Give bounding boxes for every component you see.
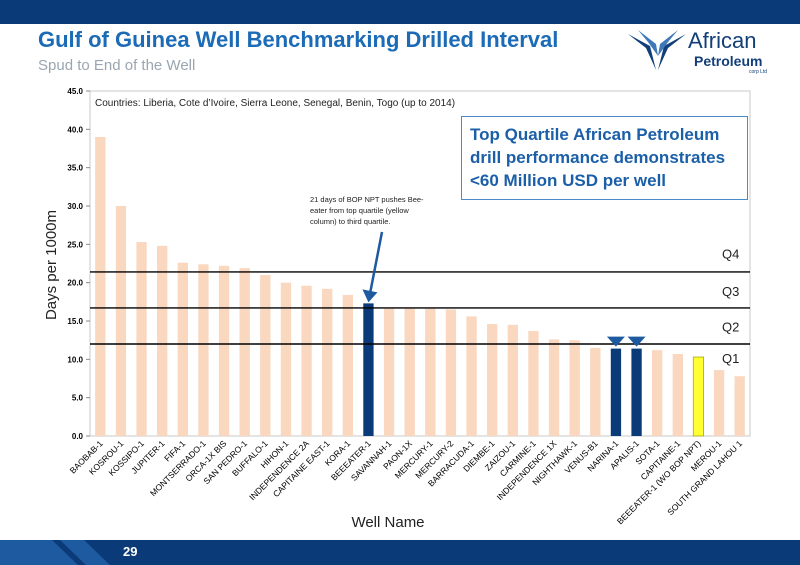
annotation-line-2: eater from top quartile (yellow bbox=[310, 206, 409, 215]
y-tick-label: 35.0 bbox=[67, 164, 83, 173]
bar-merou-1 bbox=[713, 370, 725, 436]
page-number: 29 bbox=[123, 544, 138, 559]
bar-capitaine-east-1 bbox=[322, 288, 333, 436]
quartile-label-q1: Q1 bbox=[722, 351, 739, 366]
footer-stripe-icon bbox=[0, 540, 110, 565]
annotation-arrow-shaft bbox=[369, 231, 384, 292]
bar-mercury-1 bbox=[425, 308, 436, 436]
bar-fifa-1 bbox=[177, 262, 188, 436]
bar-diembe-1 bbox=[487, 324, 498, 436]
bar-independence-2a bbox=[301, 285, 312, 436]
quartile-label-q3: Q3 bbox=[722, 284, 739, 299]
bar-independence-1x bbox=[548, 339, 560, 436]
y-tick-label: 10.0 bbox=[67, 355, 83, 364]
bar-marker-arrow-icon bbox=[627, 336, 646, 347]
callout-line-3: <60 Million USD per well bbox=[470, 171, 667, 190]
annotation-line-3: column) to third quartile. bbox=[310, 217, 390, 226]
bar-chart: 0.0 5.0 10.0 15.0 20.0 25.0 30.0 35.0 40.0 45.0 Q4… bbox=[43, 87, 751, 531]
bar-apalis-1 bbox=[631, 348, 642, 436]
y-tick-label: 15.0 bbox=[67, 317, 83, 326]
y-tick-label: 5.0 bbox=[72, 394, 84, 403]
y-tick-label: 25.0 bbox=[67, 240, 83, 249]
bar-beeeater-1 bbox=[363, 303, 374, 436]
bar-beeeater-1-wo-bop-npt- bbox=[692, 356, 704, 437]
bar-narina-1 bbox=[610, 348, 622, 436]
logo-text-corp: corp Ltd bbox=[749, 69, 768, 75]
bar-zaizou-1 bbox=[507, 324, 518, 436]
logo-wing-icon bbox=[628, 30, 686, 70]
bar-buffalo-1 bbox=[260, 275, 271, 436]
bar-capitaine-1 bbox=[672, 353, 683, 436]
bar-kora-1 bbox=[342, 294, 353, 436]
bar-kossipo-1 bbox=[136, 242, 147, 436]
y-tick-label: 40.0 bbox=[67, 125, 83, 134]
bar-mercury-2 bbox=[445, 309, 457, 436]
y-axis-title: Days per 1000m bbox=[43, 210, 60, 320]
callout-line-1: Top Quartile African Petroleum bbox=[470, 125, 720, 144]
bar-paon-1x bbox=[404, 308, 415, 436]
callout-line-2: drill performance demonstrates bbox=[470, 148, 726, 167]
bar-nighthawk-1 bbox=[569, 340, 580, 436]
bar-orca-1x-bis bbox=[218, 265, 230, 436]
bar-san-pedro-1 bbox=[239, 268, 250, 436]
bar-kosrou-1 bbox=[115, 206, 127, 436]
bar-sota-1 bbox=[652, 350, 663, 436]
quartile-label-q4: Q4 bbox=[722, 247, 739, 262]
y-tick-label: 45.0 bbox=[67, 87, 83, 96]
company-logo: African Petroleum corp Ltd bbox=[628, 26, 788, 78]
bar-carmine-1 bbox=[528, 330, 539, 436]
top-banner bbox=[0, 0, 800, 24]
y-tick-label: 30.0 bbox=[67, 202, 83, 211]
page-title: Gulf of Guinea Well Benchmarking Drilled… bbox=[38, 27, 559, 52]
bar-venus-b1 bbox=[590, 347, 601, 436]
bar-baobab-1 bbox=[95, 137, 106, 436]
page-subtitle: Spud to End of the Well bbox=[38, 57, 196, 74]
bar-marker-arrow-icon bbox=[606, 336, 625, 347]
footer-bar bbox=[0, 540, 800, 565]
logo-text-petroleum: Petroleum bbox=[694, 53, 763, 69]
bar-south-grand-lahou-1 bbox=[734, 376, 745, 436]
bar-montserrado-1 bbox=[198, 264, 209, 436]
bar-barracuda-1 bbox=[466, 316, 477, 436]
bar-savannah-1 bbox=[383, 308, 395, 436]
quartile-label-q2: Q2 bbox=[722, 319, 739, 334]
chart-note: Countries: Liberia, Cote d’Ivoire, Sierr… bbox=[95, 98, 455, 109]
x-axis-title: Well Name bbox=[351, 514, 424, 531]
y-tick-label: 20.0 bbox=[67, 279, 83, 288]
callout-box: Top Quartile African Petroleum drill per… bbox=[461, 116, 748, 200]
logo-text-african: African bbox=[688, 28, 757, 53]
bar-hihon-1 bbox=[280, 282, 292, 436]
annotation-arrow-head bbox=[362, 289, 378, 303]
bar-jupiter-1 bbox=[157, 245, 168, 436]
y-tick-label: 0.0 bbox=[72, 432, 84, 441]
annotation-line-1: 21 days of BOP NPT pushes Bee- bbox=[310, 195, 424, 204]
